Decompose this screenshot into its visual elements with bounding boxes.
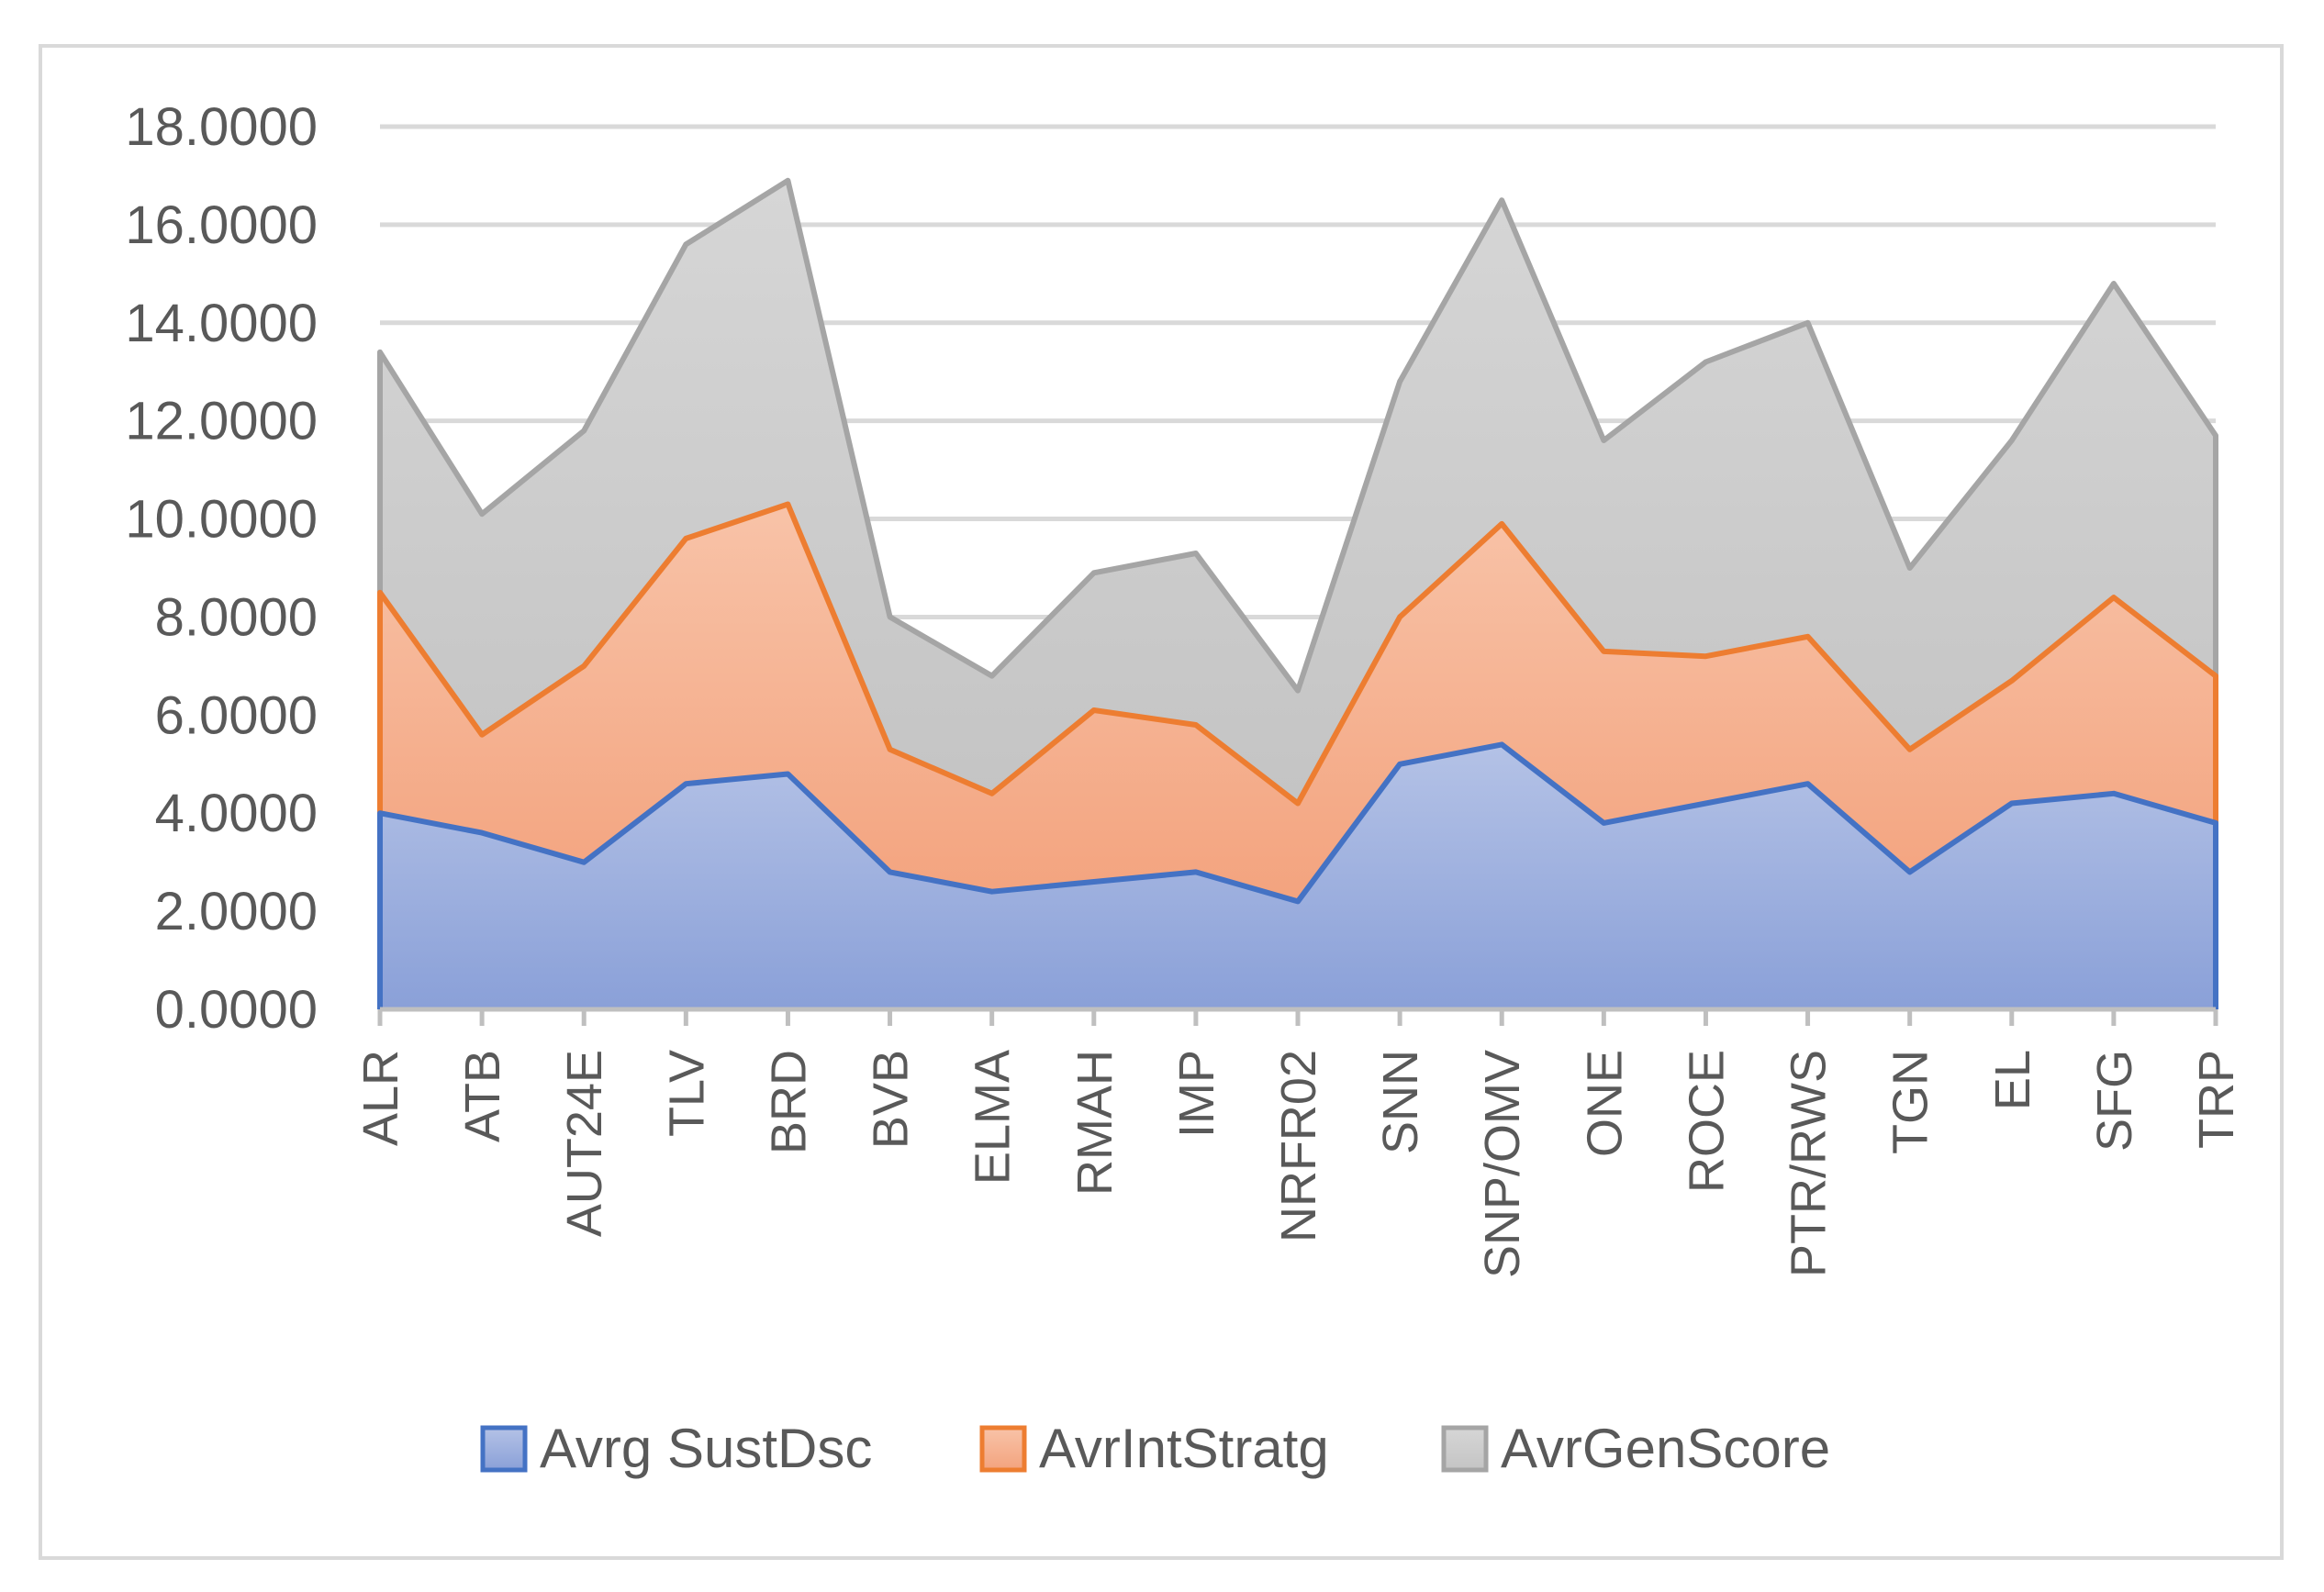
area-avrg-sustdsc bbox=[380, 744, 2216, 1009]
series-line-avrg-sustdsc bbox=[377, 741, 2218, 1009]
x-tick-label: EL bbox=[1985, 1050, 2040, 1110]
y-tick-label: 16.0000 bbox=[125, 195, 318, 255]
y-tick-label: 10.0000 bbox=[125, 490, 318, 550]
area-avrintstratg bbox=[380, 504, 2216, 902]
legend: Avrg SustDsc AvrIntStratg AvrGenScore bbox=[480, 1418, 1830, 1479]
y-axis-ticks: 0.0000 2.0000 4.0000 6.0000 8.0000 10.0000 12.… bbox=[125, 97, 318, 1040]
area-avrgenscore bbox=[380, 180, 2216, 804]
legend-label: AvrIntStratg bbox=[1039, 1418, 1329, 1479]
x-tick-label: ATB bbox=[455, 1050, 510, 1142]
series-line-avrintstratg bbox=[377, 501, 2218, 823]
y-tick-label: 6.0000 bbox=[155, 685, 318, 745]
legend-label: Avrg SustDsc bbox=[540, 1418, 872, 1479]
x-tick-label: AUT24E bbox=[557, 1050, 612, 1237]
legend-swatch bbox=[480, 1425, 528, 1473]
x-tick-label: TGN bbox=[1883, 1050, 1939, 1154]
x-tick-label: SFG bbox=[2087, 1050, 2142, 1152]
legend-label: AvrGenScore bbox=[1501, 1418, 1830, 1479]
legend-swatch bbox=[979, 1425, 1027, 1473]
y-tick-label: 18.0000 bbox=[125, 97, 318, 157]
x-tick-label: BVB bbox=[864, 1050, 919, 1149]
area-series bbox=[377, 177, 2218, 1009]
y-tick-label: 4.0000 bbox=[155, 784, 318, 843]
x-tick-label: TRP bbox=[2189, 1050, 2244, 1149]
y-tick-label: 14.0000 bbox=[125, 294, 318, 353]
legend-item: Avrg SustDsc bbox=[480, 1418, 872, 1479]
x-tick-label: ALR bbox=[353, 1050, 408, 1146]
y-tick-label: 12.0000 bbox=[125, 392, 318, 451]
y-tick-label: 0.0000 bbox=[155, 980, 318, 1040]
axes bbox=[377, 1007, 2218, 1026]
x-tick-label: SNN bbox=[1373, 1050, 1428, 1154]
x-tick-label: ONE bbox=[1577, 1050, 1632, 1157]
x-axis-ticks: ALR ATB AUT24E TLV BRD BVB ELMA RMAH IMP NRFR02 SN… bbox=[353, 1050, 2244, 1278]
series-line-avrgenscore bbox=[377, 177, 2218, 694]
x-tick-label: ELMA bbox=[966, 1050, 1021, 1185]
y-tick-label: 2.0000 bbox=[155, 882, 318, 941]
x-tick-label: RMAH bbox=[1067, 1050, 1123, 1196]
x-tick-label: ROCE bbox=[1679, 1050, 1734, 1193]
y-tick-label: 8.0000 bbox=[155, 587, 318, 647]
x-tick-label: SNP/OMV bbox=[1475, 1050, 1530, 1278]
legend-swatch bbox=[1441, 1425, 1489, 1473]
x-tick-label: BRD bbox=[761, 1050, 816, 1154]
x-tick-label: PTR/RWS bbox=[1782, 1050, 1837, 1277]
x-tick-label: NRFR02 bbox=[1271, 1050, 1326, 1242]
x-tick-label: IMP bbox=[1169, 1050, 1224, 1138]
legend-item: AvrIntStratg bbox=[979, 1418, 1329, 1479]
x-tick-label: TLV bbox=[659, 1050, 714, 1137]
legend-item: AvrGenScore bbox=[1441, 1418, 1830, 1479]
